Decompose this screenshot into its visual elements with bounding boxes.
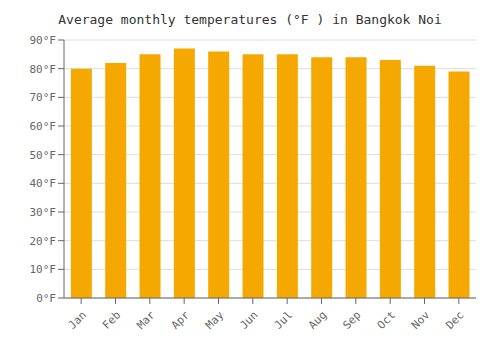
svg-text:May: May bbox=[203, 308, 227, 332]
svg-text:Mar: Mar bbox=[134, 308, 158, 332]
svg-text:Oct: Oct bbox=[375, 309, 398, 332]
html-text:Average monthly temperatures (: Average monthly temperatures (°F ) in Ba… bbox=[58, 12, 442, 27]
svg-text:80°F: 80°F bbox=[30, 63, 57, 76]
svg-text:10°F: 10°F bbox=[30, 263, 57, 276]
svg-text:Dec: Dec bbox=[443, 309, 466, 332]
svg-text:70°F: 70°F bbox=[30, 91, 57, 104]
svg-text:40°F: 40°F bbox=[30, 177, 57, 190]
svg-text:60°F: 60°F bbox=[30, 120, 57, 133]
svg-text:20°F: 20°F bbox=[30, 235, 57, 248]
svg-text:90°F: 90°F bbox=[30, 34, 57, 47]
svg-text:Sep: Sep bbox=[340, 309, 363, 332]
svg-text:50°F: 50°F bbox=[30, 149, 57, 162]
svg-text:Nov: Nov bbox=[409, 308, 433, 332]
svg-text:Jun: Jun bbox=[237, 309, 260, 332]
svg-text:Aug: Aug bbox=[306, 309, 329, 332]
svg-text:Jul: Jul bbox=[272, 309, 295, 332]
svg-text:0°F: 0°F bbox=[36, 292, 56, 305]
svg-text:30°F: 30°F bbox=[30, 206, 57, 219]
svg-text:Jan: Jan bbox=[66, 309, 89, 332]
svg-text:Feb: Feb bbox=[100, 309, 123, 332]
svg-text:Apr: Apr bbox=[169, 308, 193, 332]
